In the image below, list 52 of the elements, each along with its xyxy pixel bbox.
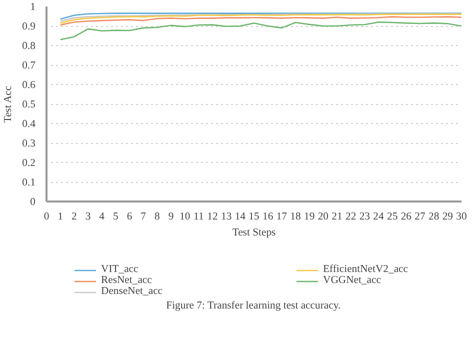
x-tick-label: 26 [400, 212, 412, 222]
x-tick-label: 2 [72, 212, 77, 222]
y-tick-label: 0.7 [22, 60, 36, 72]
y-tick-label: 0.4 [22, 119, 36, 130]
y-tick-label: 0 [30, 197, 36, 208]
x-tick-label: 24 [373, 212, 384, 222]
y-tick-label: 0.9 [22, 22, 36, 32]
x-tick-label: 10 [180, 212, 190, 222]
x-axis-title: Test Steps [232, 228, 276, 238]
y-tick-label: 0.6 [22, 80, 36, 91]
legend-label: DenseNet_acc [101, 286, 164, 297]
legend-label: EfficientNetV2_acc [323, 264, 410, 275]
x-tick-label: 7 [140, 212, 147, 222]
x-tick-label: 0 [44, 212, 50, 222]
y-tick-label: 0.1 [22, 178, 36, 188]
x-tick-label: 29 [442, 212, 453, 222]
x-tick-label: 23 [359, 212, 370, 222]
y-tick-label: 0.2 [22, 158, 36, 169]
x-tick-label: 9 [168, 212, 174, 222]
legend-label: VIT_acc [101, 264, 140, 275]
y-tick-label: 1 [30, 2, 36, 13]
x-tick-label: 15 [248, 212, 260, 222]
x-tick-label: 4 [99, 212, 106, 222]
x-tick-label: 17 [276, 212, 288, 222]
y-tick-label: 0.8 [22, 41, 36, 52]
x-tick-label: 25 [387, 212, 398, 222]
x-tick-label: 13 [221, 212, 232, 222]
y-tick-label: 0.5 [22, 100, 36, 110]
x-tick-label: 14 [234, 212, 246, 222]
x-tick-label: 27 [414, 212, 426, 222]
x-tick-label: 20 [318, 212, 328, 222]
y-axis-title: Test Acc [3, 86, 14, 123]
x-tick-label: 22 [346, 212, 356, 222]
x-tick-label: 12 [207, 212, 218, 222]
x-tick-label: 30 [456, 212, 467, 222]
x-tick-label: 18 [290, 212, 301, 222]
legend-label: VGGNet_acc [323, 275, 382, 286]
x-tick-label: 11 [194, 212, 204, 222]
x-tick-label: 3 [85, 212, 91, 222]
x-tick-label: 16 [262, 212, 274, 222]
x-tick-label: 28 [428, 212, 440, 222]
x-tick-label: 8 [154, 212, 160, 222]
line-series [60, 16, 462, 26]
y-tick-label: 0.3 [22, 138, 36, 150]
x-tick-label: 21 [332, 212, 342, 222]
legend-label: ResNet_acc [101, 275, 153, 286]
caption: Figure 7: Transfer learning test accuracy. [166, 300, 341, 312]
x-tick-label: 1 [58, 212, 63, 222]
x-tick-label: 5 [113, 212, 118, 222]
line-series [60, 21, 462, 40]
x-tick-label: 6 [126, 212, 133, 222]
x-tick-label: 19 [304, 212, 315, 222]
